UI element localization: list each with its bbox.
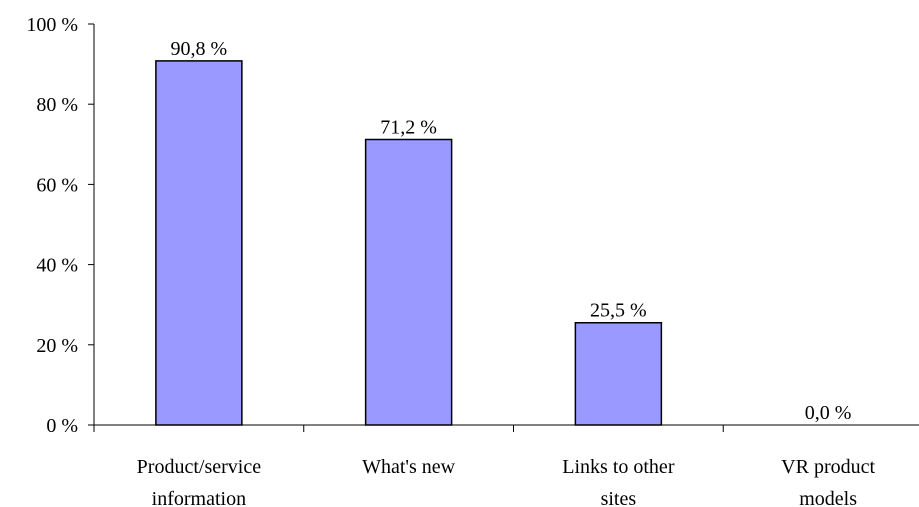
y-tick-label: 0 %	[46, 415, 78, 437]
y-tick-label: 100 %	[26, 14, 78, 36]
y-tick-label: 40 %	[36, 255, 78, 277]
x-axis	[93, 424, 919, 432]
bar-value-label: 25,5 %	[590, 300, 647, 322]
bar	[155, 60, 243, 426]
category-label: Product/service information	[137, 456, 262, 507]
bar	[364, 138, 453, 426]
category-label-line: sites	[601, 488, 637, 507]
category-label: What's new	[362, 456, 456, 478]
y-tick-label: 60 %	[36, 174, 78, 196]
category-label-line: Product/service	[137, 456, 262, 478]
y-axis: 0 % 20 % 40 % 60 % 80 % 100 %	[26, 14, 95, 437]
category-labels: Product/service information What's new Link…	[137, 456, 876, 507]
bar-value-label: 90,8 %	[171, 38, 228, 60]
category-label-line: What's new	[362, 456, 456, 478]
category-label: Links to other sites	[562, 456, 675, 507]
bars	[155, 60, 663, 426]
category-label-line: information	[152, 488, 246, 507]
bar-value-label: 71,2 %	[380, 116, 437, 138]
category-label: VR product models	[781, 456, 875, 507]
category-label-line: VR product	[781, 456, 875, 478]
y-tick-label: 20 %	[36, 335, 78, 357]
y-tick-label: 80 %	[36, 94, 78, 116]
category-label-line: models	[799, 488, 857, 507]
bar-value-label: 0,0 %	[805, 402, 852, 424]
bar	[574, 321, 663, 426]
category-label-line: Links to other	[562, 456, 675, 478]
data-labels: 90,8 % 71,2 % 25,5 % 0,0 %	[171, 38, 852, 424]
